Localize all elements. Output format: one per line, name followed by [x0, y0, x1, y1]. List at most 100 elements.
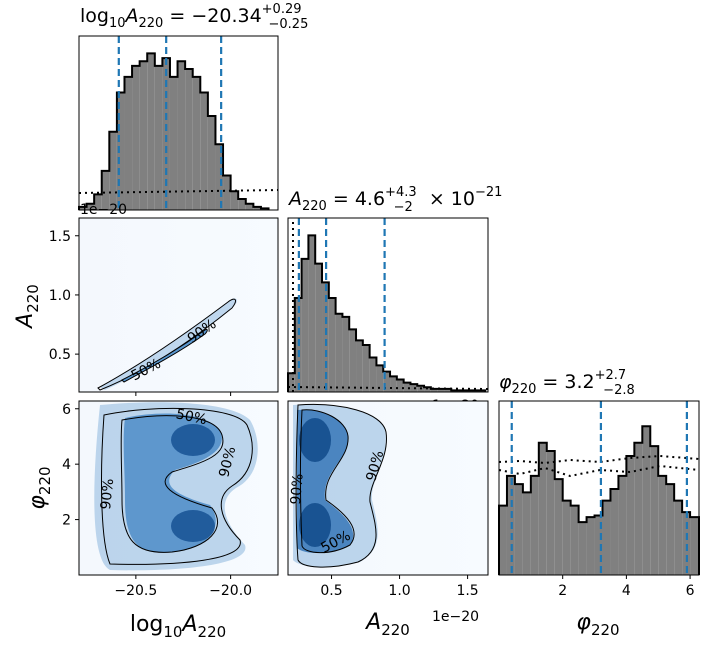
hist-bar: [86, 203, 95, 210]
hist-bar: [396, 379, 404, 392]
hist-bar: [139, 61, 148, 211]
histogram-phi220: [498, 425, 700, 575]
hist-bar: [116, 92, 125, 210]
axes-frame-p10: [78, 217, 279, 393]
hist-bar: [109, 131, 117, 210]
hist-bar: [666, 484, 675, 575]
y-tick-label: 2: [62, 513, 71, 529]
hist-bar: [390, 376, 397, 392]
hist-bar: [626, 455, 635, 575]
hist-bar: [562, 500, 571, 575]
hist-bar: [369, 357, 377, 392]
hist-bar: [690, 517, 699, 575]
x-ticks-phi220: 2 4 6: [558, 575, 695, 599]
hist-bar: [437, 388, 445, 392]
x-axis-title-log10A220: log10A220: [130, 612, 226, 641]
hist-bar: [546, 451, 555, 575]
hist-bar: [223, 175, 231, 210]
hist-bar: [94, 194, 102, 210]
contour-label-90-left-p21: 90%: [288, 473, 307, 505]
panel-2d-A220-phi220: 90% 90% 50% 0.5 1.0 1.5 A220 1e−20: [287, 400, 489, 639]
hist-bar: [522, 492, 531, 575]
hist-bar: [245, 203, 254, 210]
kde-background-p10: [79, 218, 278, 392]
hist-bar: [602, 500, 611, 575]
hist-bar: [177, 61, 186, 211]
contour-50-p10: [121, 328, 208, 383]
hist-bar: [132, 65, 140, 210]
y-tick-label: 4: [62, 457, 71, 473]
title-phi220: φ220 = 3.2+2.7 −2.8: [499, 368, 635, 398]
hist-bar: [322, 282, 329, 392]
contour-50-p21: [300, 409, 355, 554]
y-axis-title-phi220: φ220: [25, 466, 54, 509]
kde-peak-upper-p20: [171, 424, 215, 456]
hist-bar: [308, 235, 316, 392]
y-ticks-A220: 0.5 1.0 1.5: [49, 229, 79, 363]
hist-bar: [124, 76, 133, 210]
hist-bar: [650, 446, 659, 575]
hist-bar: [185, 69, 193, 210]
hist-bar: [658, 475, 667, 575]
hist-bar: [594, 515, 603, 575]
hist-bar: [342, 316, 350, 392]
x-axis-title-phi220: φ220: [576, 610, 619, 639]
x-tick-label: 4: [622, 583, 631, 599]
contour-label-90-right-p20: 90%: [216, 445, 239, 479]
hist-bar: [444, 388, 452, 392]
y-tick-label: 6: [62, 402, 71, 418]
hist-bar: [79, 206, 87, 210]
hist-bar: [634, 442, 643, 575]
hist-bar: [207, 116, 216, 210]
x-ticks-log10A220: −20.5 −20.0: [114, 575, 252, 599]
title-A220: A220 = 4.6+4.3 −2 × 10−21: [287, 185, 502, 215]
x-tick-label: 6: [686, 583, 695, 599]
x-tick-label: 2: [558, 583, 567, 599]
axes-frame-p20: [78, 400, 279, 576]
hist-bar: [424, 387, 431, 392]
y-axis-title-A220: A220: [13, 284, 42, 330]
y-tick-label: 0.5: [49, 347, 71, 363]
x-axis-title-A220: A220: [364, 610, 410, 639]
hist-bar: [230, 191, 239, 210]
axes-frame-hist-log10A220: [78, 35, 279, 211]
hist-bar: [362, 345, 370, 392]
panel-2d-log10A220-A220: 50% 90% 0.51.01.5 A220: [13, 217, 279, 396]
quantile-lines-log10A220: [117, 36, 223, 210]
hist-bar: [570, 505, 579, 575]
hist-bar: [169, 76, 178, 210]
hist-bar: [328, 298, 336, 392]
prior-dotted-phi220-b: [498, 464, 700, 478]
offset-label-hist0: 1e−20: [80, 202, 127, 218]
quantile-lines-phi220: [510, 401, 688, 575]
axes-frame-hist-A220: [287, 217, 489, 393]
hist-bar: [376, 365, 384, 392]
x-tick-label: 1.0: [388, 583, 410, 599]
hist-bar: [610, 489, 619, 575]
hist-bar: [499, 505, 507, 575]
axes-frame-p21: [287, 400, 489, 576]
kde-peak-upper-p21: [299, 418, 331, 462]
contour-label-90-left-p20: 90%: [98, 478, 117, 511]
hist-bar: [674, 500, 683, 575]
y-tick-label: 1.5: [49, 229, 71, 245]
panel-hist-phi220: 2 4 6 φ220 = 3.2+2.7 −2.8 φ220: [498, 368, 700, 639]
y-tick-label: 1.0: [49, 288, 71, 304]
hist-bar: [618, 475, 627, 575]
hist-bar: [154, 65, 163, 210]
x-tick-label: −20.5: [114, 583, 157, 599]
hist-bar: [682, 512, 691, 575]
hist-bar: [301, 258, 309, 392]
hist-bar: [288, 373, 295, 392]
hist-outline: [78, 52, 270, 210]
kde-peak-lower-p20: [171, 510, 215, 542]
hist-bar: [530, 475, 539, 575]
hist-bar: [356, 340, 363, 392]
offset-label-x-A220: 1e−20: [432, 609, 479, 625]
title-log10A220: log10A220 = −20.34+0.29 −0.25: [80, 2, 308, 32]
hist-bar: [101, 170, 110, 210]
panel-2d-log10A220-phi220: 50% 90% 90% 2 4 6 −20.5 −20.0 φ220 log10A22…: [25, 400, 279, 641]
hist-bar: [238, 199, 246, 210]
axes-frame-hist-phi220: [498, 400, 700, 576]
contour-90-p20: [101, 407, 253, 565]
